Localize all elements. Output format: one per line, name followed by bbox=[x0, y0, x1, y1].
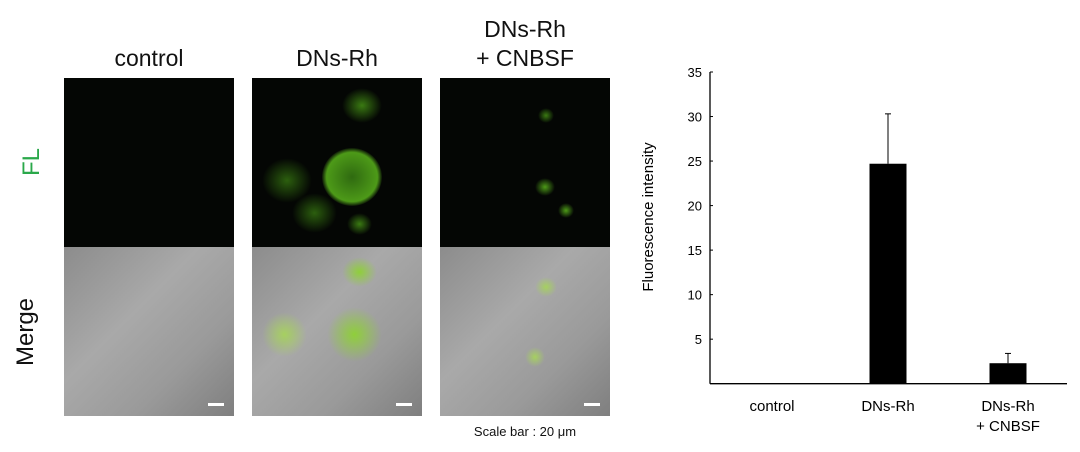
merge-image-control bbox=[64, 247, 234, 416]
fl-image-dns-rh-cnbsf bbox=[440, 78, 610, 247]
x-tick-label: DNs-Rh bbox=[981, 398, 1034, 415]
x-tick-label-line2: + CNBSF bbox=[976, 418, 1040, 435]
fl-image-dns-rh bbox=[252, 78, 422, 247]
y-tick-label: 35 bbox=[688, 65, 702, 80]
x-tick-label: DNs-Rh bbox=[861, 398, 914, 415]
column-title-dns-rh-cnbsf-line1: DNs-Rh bbox=[484, 16, 566, 42]
column-title-dns-rh: DNs-Rh bbox=[296, 45, 378, 71]
scale-bar bbox=[584, 403, 600, 406]
y-tick-label: 5 bbox=[695, 332, 702, 347]
y-axis-label: Fluorescence intensity bbox=[640, 142, 657, 292]
y-tick-label: 30 bbox=[688, 110, 702, 125]
y-tick-label: 20 bbox=[688, 199, 702, 214]
bar-chart: Fluorescence intensity 5 10 15 20 25 30 35 cont… bbox=[640, 65, 1067, 435]
y-tick-label: 10 bbox=[688, 288, 702, 303]
scale-bar bbox=[396, 403, 412, 406]
bar-2 bbox=[989, 363, 1027, 384]
column-title-control: control bbox=[114, 45, 184, 71]
y-tick-label: 25 bbox=[688, 154, 702, 169]
bar-1 bbox=[869, 163, 907, 384]
y-tick-label: 15 bbox=[688, 243, 702, 258]
scale-bar bbox=[208, 403, 224, 406]
column-title-dns-rh-cnbsf-line2: + CNBSF bbox=[476, 45, 574, 71]
row-label-fl: FL bbox=[18, 147, 46, 177]
fl-image-control bbox=[64, 78, 234, 247]
scale-bar-caption: Scale bar : 20 μm bbox=[473, 424, 577, 439]
x-tick-label: control bbox=[749, 398, 794, 415]
merge-image-dns-rh-cnbsf bbox=[440, 247, 610, 416]
merge-image-dns-rh bbox=[252, 247, 422, 416]
row-label-merge: Merge bbox=[12, 297, 40, 367]
